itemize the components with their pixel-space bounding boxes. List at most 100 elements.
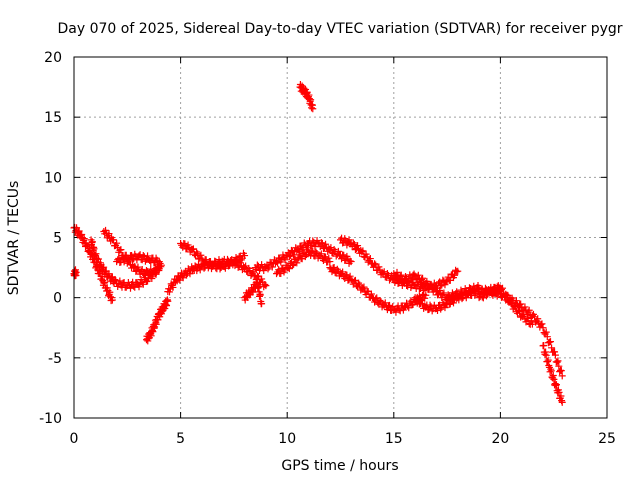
series-arc-5 [113,250,163,268]
data-point [525,306,533,314]
data-point [439,276,447,284]
data-point [393,268,401,276]
data-point [258,300,266,308]
data-point [249,288,257,296]
data-point [534,315,542,323]
y-tick-label: -5 [48,351,62,367]
data-point [551,348,559,356]
data-point [354,242,362,250]
data-point [322,240,330,248]
data-point [437,282,445,290]
data-point [414,271,422,279]
data-point [109,236,117,244]
data-point [543,333,551,341]
data-point [349,239,357,247]
data-point [437,305,445,313]
data-point [117,246,125,254]
data-point [200,259,208,267]
data-point [364,258,372,266]
data-point [225,262,233,270]
data-point [512,297,520,305]
data-point [391,273,399,281]
series-arc-11 [273,246,334,278]
series-arc-10 [251,237,355,275]
data-point [358,248,366,256]
x-tick-label: 25 [598,431,616,447]
data-point [330,264,338,272]
data-point [155,267,163,275]
y-tick-label: 15 [44,110,62,126]
data-point [289,262,297,270]
data-point [334,247,342,255]
data-point [550,375,558,383]
data-point [448,289,456,297]
data-point [455,296,463,304]
data-point [554,357,562,365]
data-point [108,296,116,304]
data-point [108,274,116,282]
data-point [380,268,388,276]
data-point [367,290,375,298]
data-point [241,252,249,260]
data-point [483,292,491,300]
data-point [134,263,142,271]
data-point [144,252,152,260]
data-point [189,245,197,253]
data-point [340,251,348,259]
data-point [281,256,289,264]
data-point [232,254,240,262]
data-point [274,259,282,267]
x-tick-label: 20 [491,431,509,447]
data-point [325,254,333,262]
data-point [105,230,113,238]
data-point [555,362,563,370]
data-point [441,304,449,312]
data-point [194,250,202,258]
data-point [309,105,317,113]
data-points [70,81,566,406]
data-point [309,247,317,255]
data-point [414,295,422,303]
data-point [544,356,552,364]
data-point [542,351,550,359]
data-point [397,271,405,279]
data-point [100,263,108,271]
data-point [517,300,525,308]
data-point [478,285,486,293]
data-point [266,258,274,266]
y-tick-label: 20 [44,50,62,66]
data-point [322,253,330,261]
data-point [285,265,293,273]
data-point [404,278,412,286]
data-point [548,344,556,352]
data-point [92,250,100,258]
data-point [164,297,172,305]
data-point [131,262,139,270]
data-point [347,258,355,266]
data-point [372,295,380,303]
data-point [477,290,485,298]
data-point [258,275,266,283]
data-point [542,328,550,336]
data-point [458,295,466,303]
x-tick-label: 10 [278,431,296,447]
data-point [440,289,448,297]
y-tick-label: -10 [39,411,62,427]
data-point [346,272,354,280]
data-point [229,261,237,269]
y-tick-labels: -10 -5 0 5 10 15 20 [39,50,62,427]
data-point [359,247,367,255]
data-point [253,278,261,286]
data-point [555,388,563,396]
data-point [542,348,550,356]
data-point [547,338,555,346]
data-point [256,291,264,299]
data-point [346,257,354,265]
series-arc-9 [241,278,266,308]
data-point [422,291,430,299]
data-point [371,298,379,306]
series-arc-6 [142,296,172,345]
data-point [330,245,338,253]
data-point [181,240,189,248]
data-point [478,293,486,301]
